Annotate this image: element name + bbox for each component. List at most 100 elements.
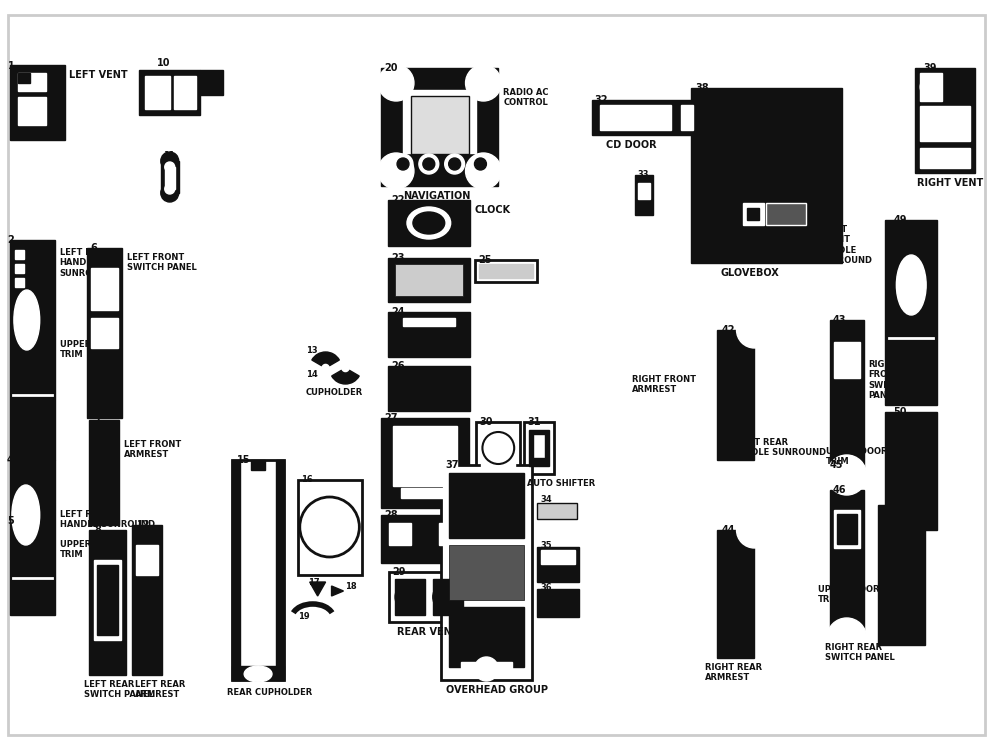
Bar: [638, 183, 650, 199]
Text: LEFT FRONT
ARMREST: LEFT FRONT ARMREST: [124, 440, 181, 460]
Text: AUTO SHIFTER: AUTO SHIFTER: [527, 479, 595, 488]
Wedge shape: [332, 370, 359, 384]
Text: 9: 9: [101, 580, 107, 589]
Bar: [529, 430, 549, 466]
Bar: [10, 240, 55, 460]
Text: 21: 21: [432, 118, 447, 128]
Bar: [381, 68, 498, 186]
Text: 16: 16: [301, 475, 313, 484]
Bar: [691, 88, 842, 263]
Text: RIGHT REAR
SWITCH PANEL: RIGHT REAR SWITCH PANEL: [825, 643, 895, 662]
Bar: [479, 264, 533, 278]
Text: LEFT REAR
ARMREST: LEFT REAR ARMREST: [135, 680, 185, 700]
Bar: [439, 523, 461, 545]
Bar: [388, 200, 470, 246]
Text: 47: 47: [885, 500, 899, 510]
Bar: [200, 70, 223, 94]
Bar: [476, 422, 520, 474]
Bar: [18, 97, 46, 125]
Bar: [592, 100, 699, 135]
Text: RIGHT
FRONT
HANDLE
SUNROUND: RIGHT FRONT HANDLE SUNROUND: [818, 225, 872, 266]
Circle shape: [449, 158, 461, 170]
Ellipse shape: [413, 212, 445, 234]
Circle shape: [445, 154, 465, 174]
Text: RIGHT
FRONT
SWITCH
PANEL: RIGHT FRONT SWITCH PANEL: [869, 360, 906, 401]
Circle shape: [471, 154, 490, 174]
Bar: [395, 264, 463, 296]
Circle shape: [161, 184, 179, 202]
Bar: [10, 460, 55, 615]
Text: CUPHOLDER: CUPHOLDER: [306, 388, 363, 397]
Circle shape: [827, 455, 867, 495]
Bar: [885, 220, 937, 405]
Text: 46: 46: [833, 485, 846, 495]
Bar: [717, 330, 754, 460]
Text: 23: 23: [391, 253, 405, 263]
Text: 33: 33: [637, 170, 649, 179]
Bar: [298, 480, 362, 575]
Text: 6: 6: [90, 243, 97, 253]
Text: 40: 40: [744, 195, 756, 204]
Text: 1: 1: [8, 61, 15, 71]
Text: 45: 45: [830, 460, 843, 470]
Circle shape: [474, 657, 498, 681]
Circle shape: [423, 158, 435, 170]
Polygon shape: [310, 582, 326, 596]
Text: 30: 30: [479, 417, 493, 427]
Text: RIGHT VENT: RIGHT VENT: [917, 178, 983, 188]
Bar: [89, 420, 119, 525]
Bar: [878, 505, 925, 645]
Bar: [145, 76, 170, 109]
Bar: [747, 208, 759, 220]
Text: 15: 15: [237, 455, 251, 465]
Text: GLOVEBOX: GLOVEBOX: [721, 268, 779, 278]
Bar: [18, 73, 46, 91]
Text: UPPER DOOR
TRIM: UPPER DOOR TRIM: [818, 585, 879, 604]
Bar: [165, 167, 175, 189]
Bar: [411, 96, 469, 154]
Bar: [524, 422, 554, 474]
Bar: [91, 268, 118, 310]
Bar: [766, 203, 806, 225]
Bar: [885, 412, 937, 530]
Circle shape: [433, 582, 463, 612]
Bar: [18, 73, 30, 83]
Text: 7: 7: [94, 415, 101, 425]
Bar: [381, 515, 469, 563]
Text: 42: 42: [722, 325, 735, 335]
Bar: [15, 250, 24, 259]
Text: 17: 17: [308, 578, 319, 587]
Text: REAR VENT: REAR VENT: [397, 627, 459, 637]
Bar: [533, 434, 545, 458]
Text: 29: 29: [392, 567, 406, 577]
Bar: [834, 342, 860, 378]
Text: LEFT FRONT
SWITCH PANEL: LEFT FRONT SWITCH PANEL: [127, 253, 197, 272]
Bar: [600, 105, 671, 130]
Text: 8: 8: [94, 525, 101, 535]
Text: CLOCK: CLOCK: [474, 205, 511, 215]
Text: 35: 35: [540, 541, 552, 550]
Bar: [915, 68, 975, 173]
Text: 44: 44: [722, 525, 735, 535]
Text: UPPER DOOR
TRIM: UPPER DOOR TRIM: [826, 447, 887, 466]
Circle shape: [737, 312, 772, 348]
Circle shape: [300, 497, 359, 557]
Text: 12: 12: [137, 520, 150, 530]
Bar: [10, 65, 65, 140]
Bar: [389, 523, 411, 545]
Text: 31: 31: [527, 417, 541, 427]
Bar: [449, 473, 524, 538]
Bar: [433, 579, 463, 615]
Bar: [403, 90, 476, 153]
Bar: [717, 530, 754, 658]
Bar: [635, 175, 653, 215]
Bar: [381, 418, 469, 508]
Bar: [449, 545, 524, 600]
Bar: [461, 662, 512, 676]
Circle shape: [378, 65, 414, 101]
Bar: [388, 366, 470, 411]
Bar: [139, 70, 200, 115]
Text: RIGHT FRONT
ARMREST: RIGHT FRONT ARMREST: [632, 375, 696, 394]
Circle shape: [393, 154, 413, 174]
Text: 20: 20: [384, 63, 398, 73]
